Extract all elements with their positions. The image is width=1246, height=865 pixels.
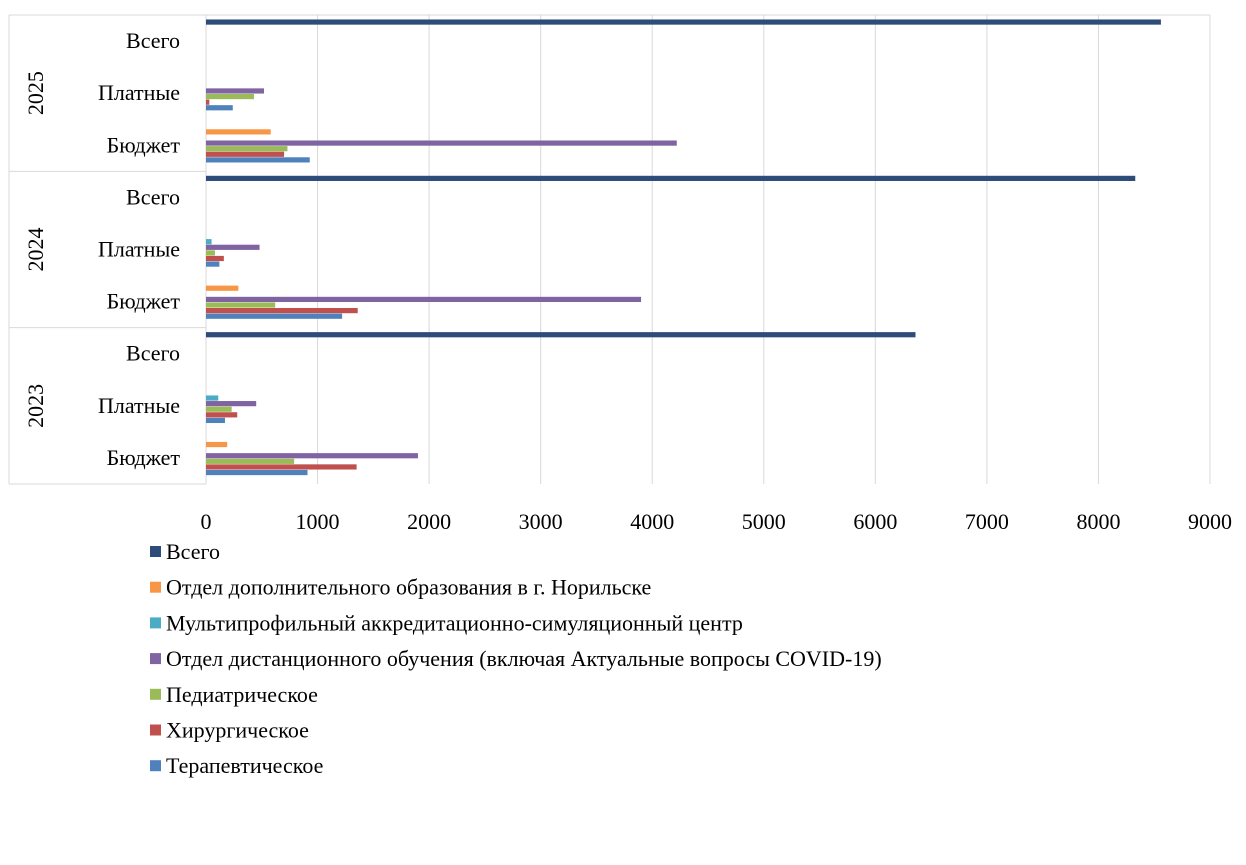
year-label: 2023 xyxy=(23,384,48,428)
category-label: Всего xyxy=(126,184,180,209)
legend-swatch xyxy=(150,546,161,557)
category-label: Платные xyxy=(98,80,180,105)
bar-терапевтическое xyxy=(206,157,310,163)
bar-хирургическое xyxy=(206,151,285,157)
bar-педиатрическое xyxy=(206,458,295,464)
bar-хирургическое xyxy=(206,308,358,314)
bar-педиатрическое xyxy=(206,250,215,256)
bar-педиатрическое xyxy=(206,93,254,100)
bar-педиатрическое xyxy=(206,302,276,308)
x-tick-label: 5000 xyxy=(742,509,786,534)
bar-терапевтическое xyxy=(206,261,220,267)
x-tick-label: 2000 xyxy=(407,509,451,534)
bar-терапевтическое xyxy=(206,105,233,111)
year-label: 2025 xyxy=(23,71,48,115)
bar-терапевтическое xyxy=(206,469,308,476)
legend-swatch xyxy=(150,760,161,772)
legend-label: Мультипрофильный аккредитационно-симуляц… xyxy=(166,610,743,635)
legend-label: Терапевтическое xyxy=(166,753,323,778)
bar-отдел xyxy=(206,140,677,146)
x-tick-label: 1000 xyxy=(296,509,340,534)
category-label: Бюджет xyxy=(107,445,181,470)
x-tick-label: 6000 xyxy=(853,509,897,534)
bar-отдел xyxy=(206,129,271,135)
legend-label: Педиатрическое xyxy=(166,682,318,707)
x-tick-label: 9000 xyxy=(1188,509,1232,534)
legend-label: Всего xyxy=(166,539,220,564)
x-tick-label: 7000 xyxy=(965,509,1009,534)
bar-хирургическое xyxy=(206,412,238,418)
legend-swatch xyxy=(150,724,161,736)
category-label: Бюджет xyxy=(107,289,181,314)
x-tick-label: 8000 xyxy=(1076,509,1120,534)
bar-отдел xyxy=(206,453,418,459)
legend-label: Хирургическое xyxy=(166,718,309,743)
legend-swatch xyxy=(150,617,161,629)
bar-хирургическое xyxy=(206,464,357,470)
bar-всего xyxy=(206,332,916,338)
bar-отдел xyxy=(206,401,257,407)
bar-хирургическое xyxy=(206,255,224,262)
legend-swatch xyxy=(150,653,161,665)
bar-отдел xyxy=(206,296,642,303)
category-label: Платные xyxy=(98,393,180,418)
legend-label: Отдел дистанционного обучения (включая А… xyxy=(166,646,882,671)
category-label: Всего xyxy=(126,28,180,53)
bar-отдел xyxy=(206,244,260,250)
legend-label: Отдел дополнительного образования в г. Н… xyxy=(166,575,651,600)
x-tick-label: 4000 xyxy=(630,509,674,534)
x-tick-label: 0 xyxy=(201,509,212,534)
category-label: Всего xyxy=(126,341,180,366)
bar-мультипрофильный xyxy=(206,395,219,401)
category-label: Бюджет xyxy=(107,132,181,157)
x-tick-label: 3000 xyxy=(519,509,563,534)
year-label: 2024 xyxy=(23,228,48,272)
bar-всего xyxy=(206,175,1136,181)
bar-отдел xyxy=(206,441,228,448)
category-label: Платные xyxy=(98,237,180,262)
bar-хирургическое xyxy=(206,99,210,105)
bar-терапевтическое xyxy=(206,417,225,424)
bar-терапевтическое xyxy=(206,313,343,319)
bar-отдел xyxy=(206,88,265,94)
bar-отдел xyxy=(206,285,239,291)
bar-педиатрическое xyxy=(206,406,232,412)
bar-всего xyxy=(206,19,1161,25)
bar-мультипрофильный xyxy=(206,239,212,245)
legend-swatch xyxy=(150,581,161,593)
legend-swatch xyxy=(150,688,161,700)
bar-педиатрическое xyxy=(206,146,288,152)
